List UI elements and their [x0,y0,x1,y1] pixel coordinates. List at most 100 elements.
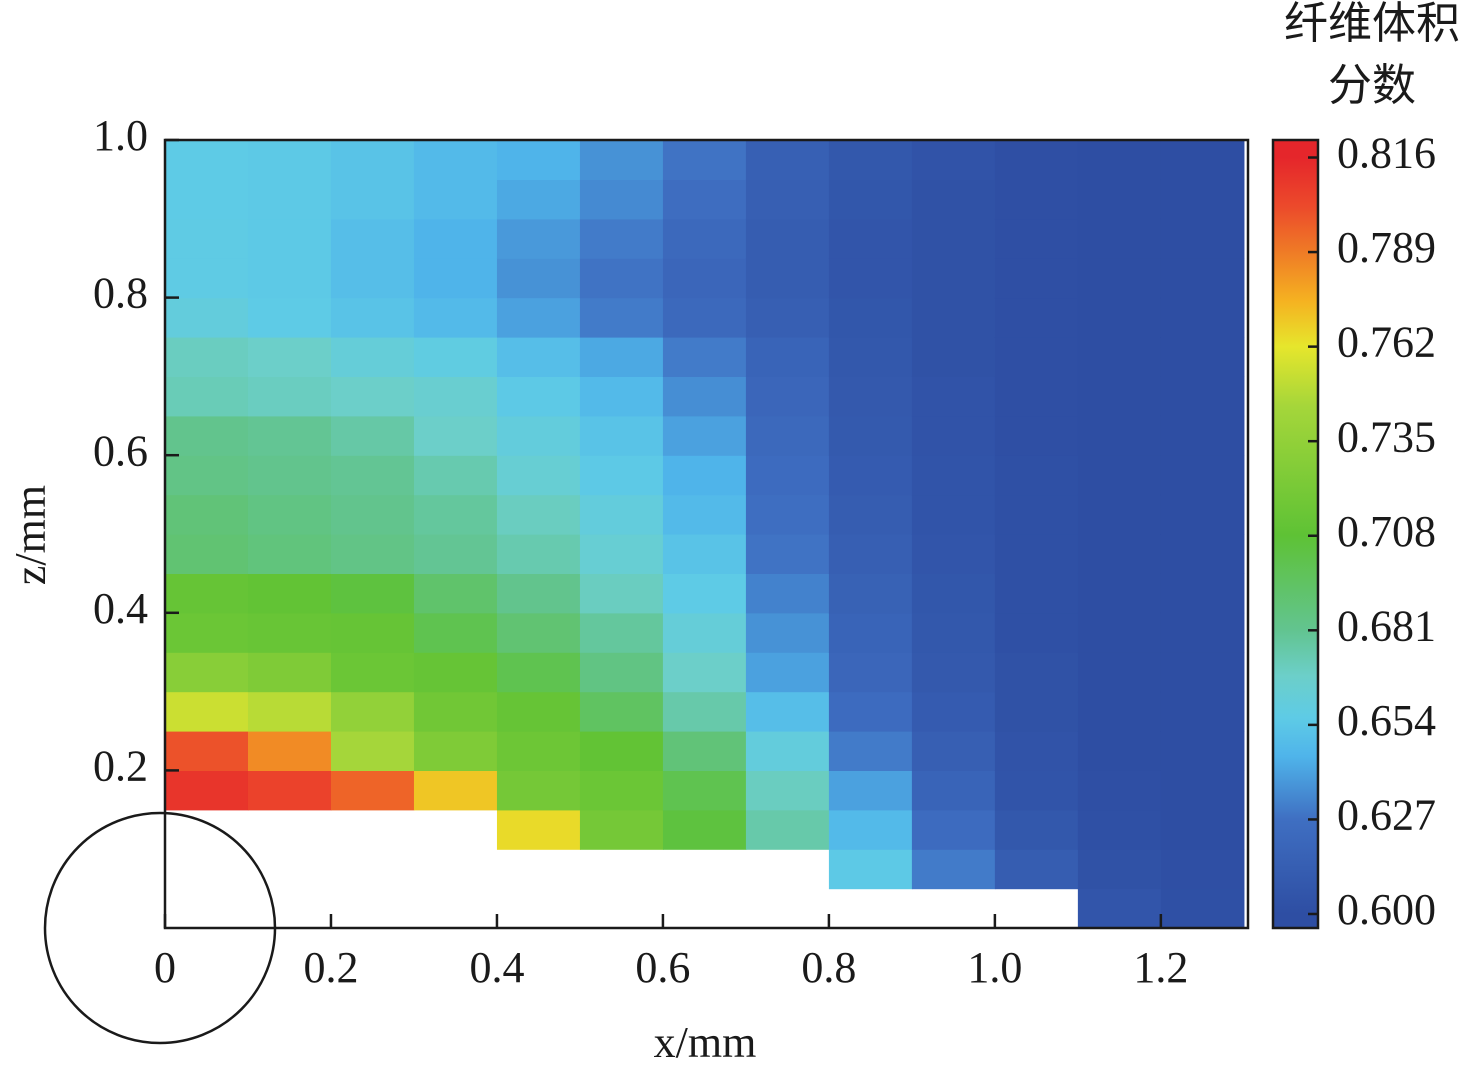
heat-cell [1077,612,1162,653]
heat-cell [496,140,581,180]
heat-cell [330,612,415,653]
heat-cell [1077,849,1162,890]
heat-cell [662,455,747,496]
heat-cell [247,652,332,693]
heat-cell [1160,179,1245,220]
heat-cell [330,179,415,220]
heat-cell [911,731,996,771]
heat-cell [496,297,581,338]
heat-cell [1077,809,1162,850]
heat-cell [165,691,249,732]
heat-cell [247,612,332,653]
colorbar-tick-label: 0.789 [1337,223,1436,272]
heat-cell [579,455,664,496]
y-tick-label: 0.4 [93,584,148,633]
heat-cell [413,455,498,496]
heat-cell [911,612,996,653]
heat-cell [662,809,747,850]
heat-cell [579,809,664,850]
heat-cell [994,297,1079,338]
heat-cell [662,179,747,220]
heat-cell [911,140,996,180]
heat-cell [828,809,913,850]
heat-cell [828,573,913,614]
heat-cell [994,691,1079,732]
heat-cell [247,376,332,417]
heat-cell [1160,415,1245,456]
heat-cell [579,179,664,220]
heat-cell [745,534,830,574]
heat-cell [662,337,747,377]
heat-cell [911,849,996,890]
heat-cell [247,770,332,811]
heat-cell [579,140,664,180]
heat-cell [994,218,1079,259]
heat-cell [828,691,913,732]
heat-cell [1077,534,1162,574]
heat-cell [496,612,581,653]
heat-cell [994,731,1079,771]
heat-cell [662,691,747,732]
heat-cell [579,494,664,535]
heat-cell [413,494,498,535]
colorbar-tick-label: 0.816 [1337,129,1436,178]
colorbar [1271,138,1320,930]
colorbar-title: 分数 [1328,61,1416,110]
heat-cell [828,612,913,653]
heat-cell [994,258,1079,299]
heat-cell [1077,573,1162,614]
heat-cell [165,415,249,456]
x-tick-label: 0.4 [469,943,524,992]
heat-cell [1160,534,1245,574]
heat-cell [1077,455,1162,496]
heat-cell [745,179,830,220]
heat-cell [165,455,249,496]
heat-cell [1160,140,1245,180]
heat-cell [994,494,1079,535]
heat-cell [496,376,581,417]
heat-cell [1160,731,1245,771]
heat-cell [496,218,581,259]
heat-cell [662,494,747,535]
heat-cell [413,652,498,693]
x-tick-label: 0.8 [801,943,856,992]
heat-cell [911,652,996,693]
heat-cell [1077,415,1162,456]
heat-cell [330,455,415,496]
heat-cell [1160,888,1245,928]
heat-cell [496,455,581,496]
heat-cell [828,376,913,417]
x-tick-label: 1.2 [1133,943,1188,992]
heat-cell [994,534,1079,574]
x-tick-label: 0.6 [635,943,690,992]
heat-cell [745,770,830,811]
heat-cell [330,691,415,732]
heat-cell [1077,888,1162,928]
heat-cell [911,337,996,377]
heat-cell [330,731,415,771]
heat-cell [994,849,1079,890]
heat-cell [745,376,830,417]
heat-cell [662,415,747,456]
heat-cell [496,258,581,299]
colorbar-tick-label: 0.654 [1337,696,1436,745]
heat-cell [911,573,996,614]
colorbar-tick-label: 0.681 [1337,601,1436,650]
heat-cell [1077,652,1162,693]
heat-cell [330,258,415,299]
heat-cell [994,415,1079,456]
heat-cell [165,376,249,417]
heat-cell [579,258,664,299]
heat-cell [413,612,498,653]
heat-cell [165,731,249,771]
y-tick-label: 0.8 [93,269,148,318]
heat-cell [165,534,249,574]
heat-cell [1077,140,1162,180]
colorbar-tick-label: 0.762 [1337,318,1436,367]
heat-cell [994,573,1079,614]
heat-cell [496,415,581,456]
heat-cell [579,691,664,732]
heat-cell [911,809,996,850]
heat-cell [745,809,830,850]
heat-cell [579,337,664,377]
